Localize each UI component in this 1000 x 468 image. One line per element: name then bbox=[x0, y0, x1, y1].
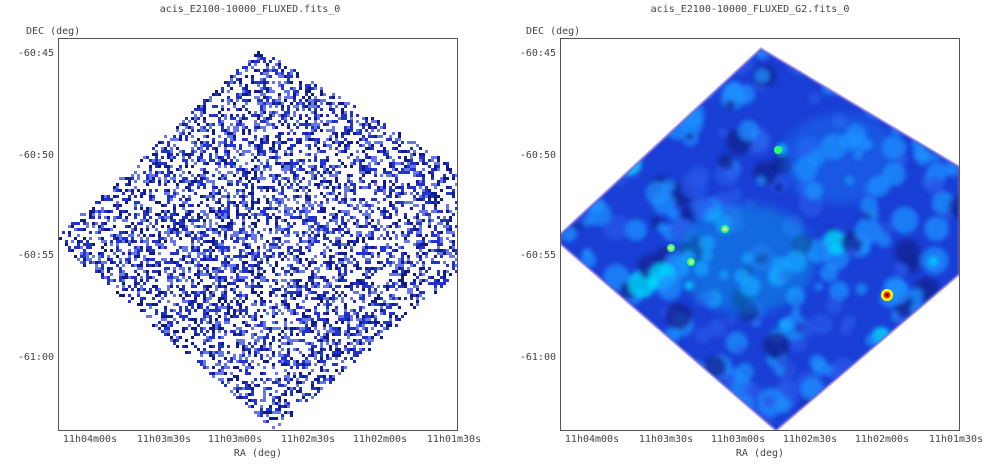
smoothed-flux-image bbox=[561, 47, 959, 430]
y-tick-label: -60:55 bbox=[17, 250, 54, 261]
x-tick-label: 11h03m00s bbox=[207, 434, 263, 445]
x-tick-label: 11h01m30s bbox=[426, 434, 482, 445]
right-panel: acis_E2100-10000_FLUXED_G2.fits_0 DEC (d… bbox=[500, 0, 1000, 468]
x-tick-label: 11h01m30s bbox=[928, 434, 984, 445]
y-tick-label: -60:45 bbox=[17, 48, 54, 59]
y-axis-label: DEC (deg) bbox=[26, 26, 81, 37]
x-tick-label: 11h02m30s bbox=[280, 434, 336, 445]
x-tick-label: 11h03m30s bbox=[136, 434, 192, 445]
y-axis-label: DEC (deg) bbox=[526, 26, 581, 37]
image-frame-raw bbox=[58, 38, 458, 431]
panel-title: acis_E2100-10000_FLUXED_G2.fits_0 bbox=[650, 4, 850, 15]
x-tick-label: 11h02m00s bbox=[352, 434, 408, 445]
x-tick-label: 11h03m00s bbox=[710, 434, 766, 445]
x-tick-label: 11h02m30s bbox=[782, 434, 838, 445]
x-tick-label: 11h02m00s bbox=[854, 434, 910, 445]
raw-counts-image bbox=[59, 51, 457, 429]
y-tick-label: -60:55 bbox=[519, 250, 556, 261]
y-tick-label: -61:00 bbox=[17, 352, 54, 363]
x-axis-label: RA (deg) bbox=[735, 448, 785, 459]
y-tick-label: -60:45 bbox=[519, 48, 556, 59]
x-tick-label: 11h03m30s bbox=[638, 434, 694, 445]
left-panel: acis_E2100-10000_FLUXED.fits_0 DEC (deg)… bbox=[17, 4, 482, 459]
x-tick-label: 11h04m00s bbox=[564, 434, 620, 445]
image-frame-smoothed bbox=[560, 38, 960, 431]
y-tick-label: -60:50 bbox=[17, 150, 54, 161]
panel-title: acis_E2100-10000_FLUXED.fits_0 bbox=[159, 4, 341, 15]
x-axis-label: RA (deg) bbox=[233, 448, 283, 459]
x-tick-label: 11h04m00s bbox=[62, 434, 118, 445]
y-tick-label: -60:50 bbox=[519, 150, 556, 161]
y-tick-label: -61:00 bbox=[519, 352, 556, 363]
